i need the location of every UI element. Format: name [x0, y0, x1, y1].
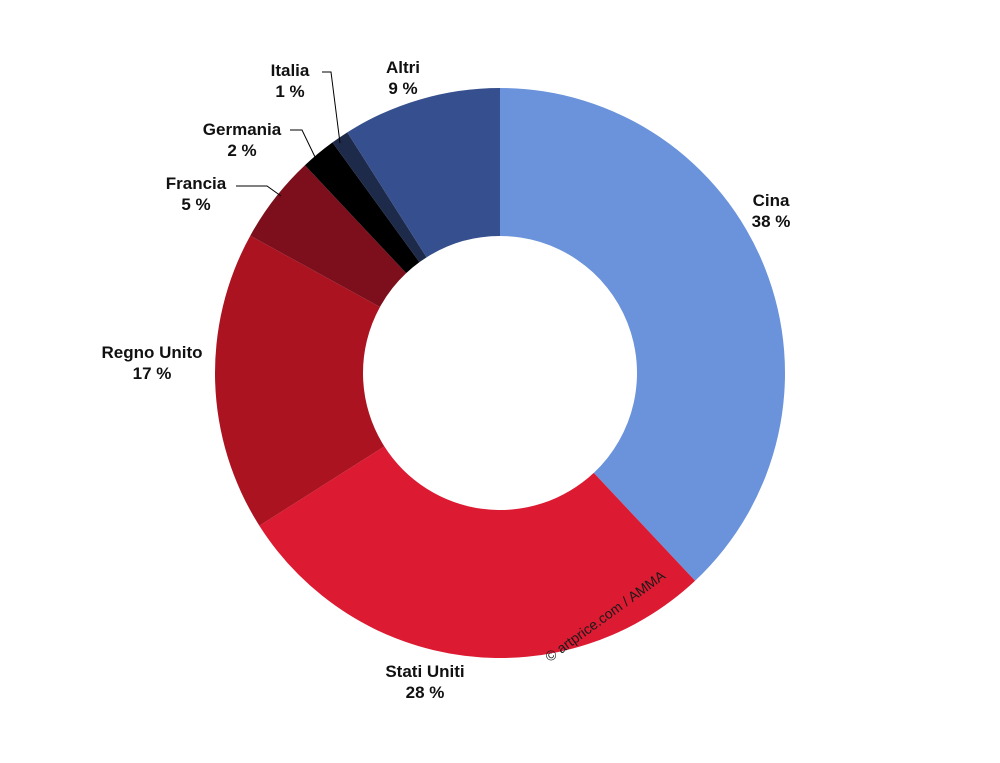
label-category: Altri [386, 58, 420, 77]
slice-italia [332, 132, 427, 263]
label-value: 5 % [181, 195, 210, 214]
slice-altri [347, 88, 500, 258]
labels-group: Cina 38 % Stati Uniti 28 % Regno Unito 17 % Fr… [101, 58, 790, 702]
label-category: Francia [166, 174, 227, 193]
label-category: Italia [271, 61, 310, 80]
label-value: 9 % [388, 79, 417, 98]
slice-francia [250, 165, 407, 307]
label-value: 1 % [275, 82, 304, 101]
label-francia: Francia 5 % [166, 174, 227, 214]
leader-line-italia [322, 71, 341, 144]
label-value: 2 % [227, 141, 256, 160]
label-cina: Cina 38 % [752, 191, 791, 231]
label-italia: Italia 1 % [271, 61, 310, 101]
label-regno-unito: Regno Unito 17 % [101, 343, 202, 383]
slice-stati-uniti [259, 446, 696, 658]
label-value: 17 % [133, 364, 172, 383]
label-category: Cina [753, 191, 790, 210]
leader-lines-group [236, 71, 341, 197]
slice-cina [500, 88, 785, 581]
label-value: 28 % [406, 683, 445, 702]
label-altri: Altri 9 % [386, 58, 420, 98]
leader-line-francia [236, 185, 282, 197]
label-category: Stati Uniti [385, 662, 464, 681]
label-value: 38 % [752, 212, 791, 231]
label-category: Regno Unito [101, 343, 202, 362]
slice-germania [304, 142, 420, 274]
slice-regno-unito [215, 235, 385, 526]
label-germania: Germania 2 % [203, 120, 282, 160]
slices-group [215, 88, 785, 658]
leader-line-germania [290, 129, 317, 160]
label-stati-uniti: Stati Uniti 28 % [385, 662, 464, 702]
label-category: Germania [203, 120, 282, 139]
